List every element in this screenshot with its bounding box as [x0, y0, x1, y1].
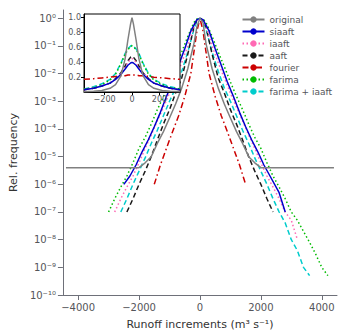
- svg-text:0.6: 0.6: [68, 43, 81, 52]
- svg-text:siaaft: siaaft: [270, 27, 295, 37]
- svg-text:Runoff increments (m³ s⁻¹): Runoff increments (m³ s⁻¹): [126, 318, 273, 331]
- svg-text:0: 0: [129, 95, 134, 104]
- svg-text:10⁻⁹: 10⁻⁹: [34, 262, 56, 273]
- svg-text:10⁻¹: 10⁻¹: [34, 40, 56, 51]
- svg-text:farima: farima: [270, 75, 299, 85]
- svg-text:10⁰: 10⁰: [39, 13, 56, 24]
- svg-text:0.2: 0.2: [68, 73, 81, 82]
- svg-text:10⁻¹⁰: 10⁻¹⁰: [30, 290, 56, 301]
- svg-text:original: original: [270, 15, 304, 25]
- svg-text:10⁻²: 10⁻²: [34, 68, 56, 79]
- svg-text:10⁻⁴: 10⁻⁴: [34, 123, 56, 134]
- svg-text:fourier: fourier: [270, 63, 300, 73]
- svg-text:0.4: 0.4: [68, 58, 81, 67]
- svg-text:farima + iaaft: farima + iaaft: [270, 87, 333, 97]
- svg-text:10⁻⁸: 10⁻⁸: [34, 234, 56, 245]
- svg-text:1.0: 1.0: [68, 13, 81, 22]
- svg-text:10⁻⁵: 10⁻⁵: [34, 151, 56, 162]
- svg-text:4000: 4000: [309, 302, 334, 313]
- svg-text:Rel. frequency: Rel. frequency: [7, 112, 20, 192]
- svg-text:−2000: −2000: [122, 302, 156, 313]
- svg-text:0: 0: [197, 302, 203, 313]
- svg-text:200: 200: [152, 95, 167, 104]
- svg-text:10⁻³: 10⁻³: [34, 96, 56, 107]
- svg-text:2000: 2000: [248, 302, 273, 313]
- svg-text:10⁻⁷: 10⁻⁷: [34, 206, 56, 217]
- svg-text:10⁻⁶: 10⁻⁶: [34, 179, 56, 190]
- svg-text:0.8: 0.8: [68, 28, 81, 37]
- svg-text:−200: −200: [94, 95, 116, 104]
- svg-text:iaaft: iaaft: [270, 39, 291, 49]
- svg-text:aaft: aaft: [270, 51, 288, 61]
- svg-text:−4000: −4000: [61, 302, 95, 313]
